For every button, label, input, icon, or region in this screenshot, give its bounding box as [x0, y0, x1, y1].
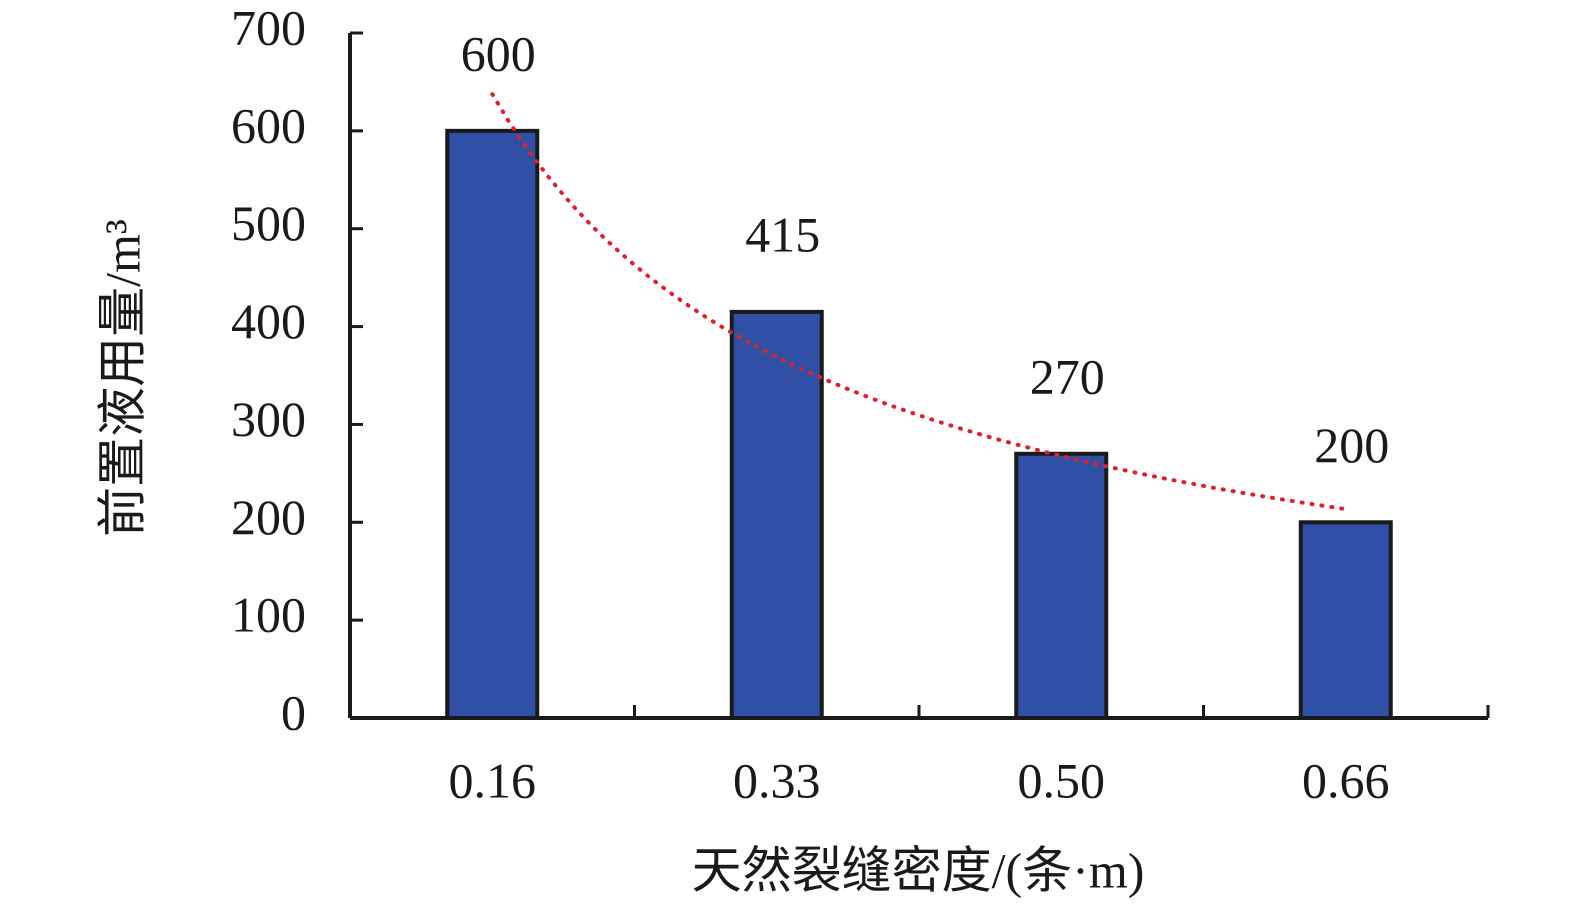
x-tick-label: 0.50 — [1018, 752, 1106, 808]
x-tick-label: 0.66 — [1302, 752, 1390, 808]
y-tick-label: 200 — [231, 489, 306, 545]
bar — [729, 309, 824, 720]
y-tick-label: 400 — [231, 293, 306, 349]
data-label: 415 — [745, 206, 820, 262]
bar — [1014, 451, 1109, 720]
y-tick-label: 100 — [231, 587, 306, 643]
y-tick-label: 700 — [231, 0, 306, 55]
y-tick-label: 600 — [231, 97, 306, 153]
x-tick-label: 0.33 — [733, 752, 821, 808]
bar — [445, 128, 540, 721]
data-label: 270 — [1030, 348, 1105, 404]
x-tick-label: 0.16 — [449, 752, 537, 808]
trendline — [490, 92, 1348, 512]
x-axis-title: 天然裂缝密度/(条·m) — [692, 842, 1145, 898]
y-axis-title: 前置液用量/m³ — [94, 219, 150, 537]
data-label: 600 — [461, 25, 536, 81]
y-tick-label: 300 — [231, 391, 306, 447]
bar — [1298, 520, 1393, 720]
y-tick-label: 0 — [281, 684, 306, 740]
y-tick-label: 500 — [231, 195, 306, 251]
data-label: 200 — [1314, 417, 1389, 473]
